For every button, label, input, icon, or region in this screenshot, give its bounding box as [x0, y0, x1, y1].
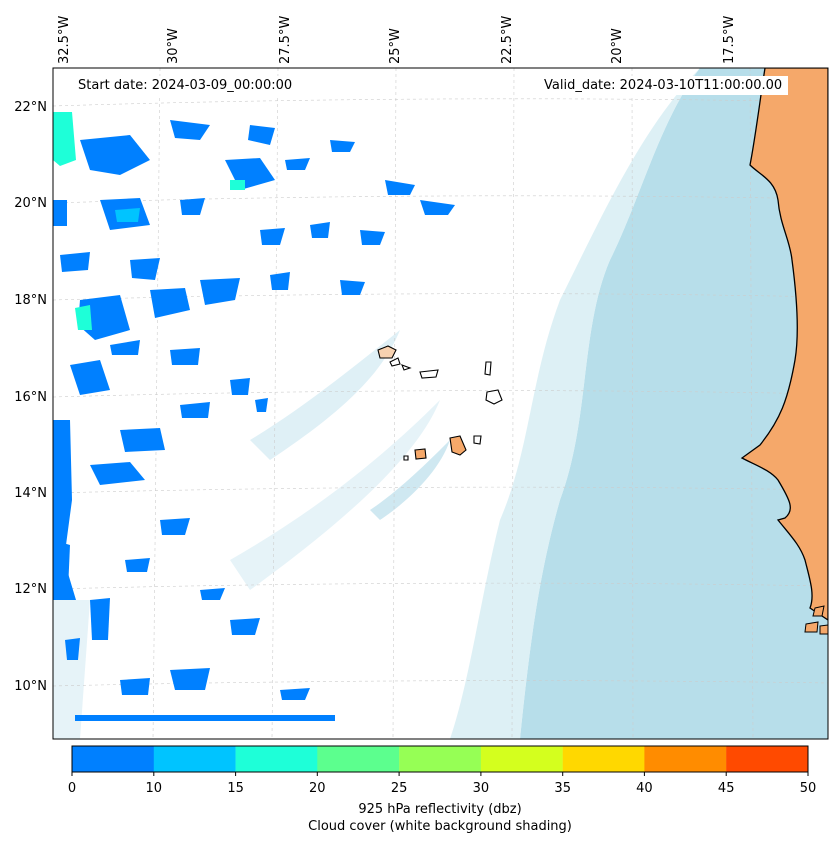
map-plot-area [53, 68, 828, 739]
colorbar-seg-6 [562, 746, 645, 772]
colorbar-tick-15: 15 [227, 781, 244, 796]
cloud-cover-shading [53, 68, 828, 739]
lat-label-18n: 18°N [14, 293, 47, 308]
bijagos-islands [804, 605, 828, 635]
valid-date-label: Valid_date: 2024-03-10T11:00:00.00 [538, 76, 789, 95]
colorbar-tick-45: 45 [718, 781, 735, 796]
colorbar-seg-4 [399, 746, 482, 772]
lon-label-17-5w: 17.5°W [722, 16, 737, 64]
lon-label-20w: 20°W [610, 28, 625, 64]
lon-label-32-5w: 32.5°W [57, 16, 72, 64]
colorbar-tick-50: 50 [800, 781, 817, 796]
colorbar-seg-7 [644, 746, 727, 772]
colorbar-seg-2 [235, 746, 318, 772]
lat-label-14n: 14°N [14, 486, 47, 501]
colorbar-tick-40: 40 [636, 781, 653, 796]
colorbar-seg-3 [317, 746, 400, 772]
colorbar-seg-0 [72, 746, 154, 772]
lon-label-27-5w: 27.5°W [278, 16, 293, 64]
colorbar-label-line1: 925 hPa reflectivity (dbz) [358, 802, 521, 817]
cape-verde-islands [377, 345, 503, 461]
lon-label-30w: 30°W [166, 28, 181, 64]
colorbar-tick-0: 0 [68, 781, 76, 796]
colorbar-label-line2: Cloud cover (white background shading) [308, 819, 572, 834]
colorbar-tick-25: 25 [391, 781, 408, 796]
lat-label-22n: 22°N [14, 100, 47, 115]
reflectivity-patches [53, 112, 455, 721]
lon-label-25w: 25°W [388, 28, 403, 64]
lat-label-10n: 10°N [14, 679, 47, 694]
map-frame [52, 67, 829, 740]
colorbar-seg-1 [153, 746, 236, 772]
start-date-label: Start date: 2024-03-09_00:00:00 [72, 76, 299, 95]
lon-label-22-5w: 22.5°W [500, 16, 515, 64]
colorbar-tick-35: 35 [554, 781, 571, 796]
colorbar-seg-8 [726, 746, 809, 772]
lat-label-12n: 12°N [14, 582, 47, 597]
latitude-labels: 22°N 20°N 18°N 16°N 14°N 12°N 10°N [14, 100, 47, 694]
west-africa-land [740, 68, 828, 621]
lat-label-16n: 16°N [14, 390, 47, 405]
colorbar: 0 10 15 20 25 30 35 40 45 50 925 hPa ref… [68, 745, 817, 834]
longitude-labels: 32.5°W 30°W 27.5°W 25°W 22.5°W 20°W 17.5… [57, 16, 737, 64]
colorbar-seg-5 [480, 746, 563, 772]
colorbar-frame [71, 745, 809, 773]
colorbar-tick-20: 20 [309, 781, 326, 796]
colorbar-tick-30: 30 [473, 781, 490, 796]
colorbar-tick-10: 10 [146, 781, 163, 796]
lat-label-20n: 20°N [14, 196, 47, 211]
